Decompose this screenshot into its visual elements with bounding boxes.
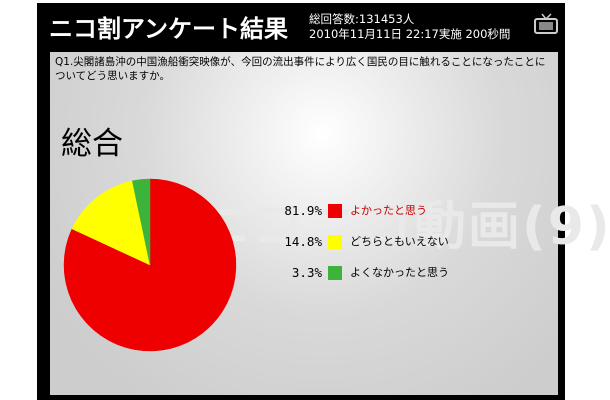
pie-slice-1 bbox=[63, 178, 237, 352]
results-panel: ニコ割アンケート結果 総回答数:131453人 2010年11月11日 22:1… bbox=[37, 3, 610, 400]
chart-area: Q1.尖閣諸島沖の中国漁船衝突映像が、今回の流出事件により広く国民の目に触れるこ… bbox=[50, 52, 610, 400]
legend-item: 3.3% よくなかったと思う bbox=[260, 264, 520, 282]
legend-value: 81.9% bbox=[284, 203, 322, 218]
total-respondents: 総回答数:131453人 bbox=[309, 12, 415, 26]
legend-item: 14.8% どちらともいえない bbox=[260, 233, 520, 251]
bottom-border bbox=[37, 395, 565, 400]
title-bar: ニコ割アンケート結果 総回答数:131453人 2010年11月11日 22:1… bbox=[37, 3, 565, 49]
pie-slice-3 bbox=[131, 178, 151, 266]
survey-meta: 総回答数:131453人 2010年11月11日 22:17実施 200秒間 bbox=[309, 12, 510, 42]
legend-label: どちらともいえない bbox=[350, 235, 449, 248]
legend-label: よかったと思う bbox=[350, 204, 427, 217]
watermark-logo: ニコニコ動画(9) bbox=[198, 197, 610, 257]
legend-value: 3.3% bbox=[291, 265, 322, 280]
legend-label: よくなかったと思う bbox=[350, 266, 449, 279]
legend-value: 14.8% bbox=[284, 234, 322, 249]
page-title: ニコ割アンケート結果 bbox=[49, 15, 289, 43]
survey-date: 2010年11月11日 22:17実施 200秒間 bbox=[309, 27, 511, 41]
chart-title: 総合 bbox=[61, 126, 123, 162]
legend-item: 81.9% よかったと思う bbox=[260, 202, 520, 220]
legend-swatch bbox=[328, 235, 342, 249]
tv-icon bbox=[534, 13, 558, 34]
legend-swatch bbox=[328, 204, 342, 218]
pie-slice-2 bbox=[71, 180, 151, 266]
question-text: Q1.尖閣諸島沖の中国漁船衝突映像が、今回の流出事件により広く国民の目に触れるこ… bbox=[55, 56, 546, 82]
pie-chart bbox=[63, 178, 237, 352]
legend-swatch bbox=[328, 266, 342, 280]
